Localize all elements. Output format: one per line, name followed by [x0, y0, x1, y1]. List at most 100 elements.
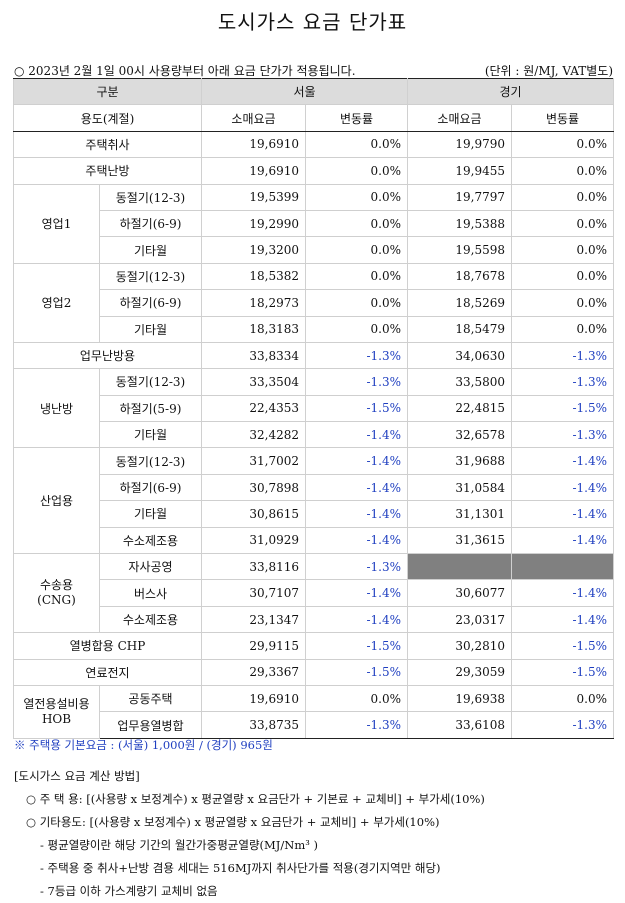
- seoul-change: 0.0%: [305, 684, 408, 713]
- usage-label: 주택난방: [13, 157, 202, 185]
- seoul-price: 29,9115: [201, 632, 306, 660]
- table-row: 하절기(6-9) 19,2990 0.0% 19,5388 0.0%: [14, 209, 614, 238]
- page-title: 도시가스 요금 단가표: [217, 10, 408, 34]
- season-label: 하절기(5-9): [99, 394, 202, 423]
- seoul-change: 0.0%: [305, 289, 408, 317]
- usage-group-label-line2: (CNG): [37, 593, 76, 608]
- seoul-change: -1.3%: [305, 711, 408, 739]
- gyeonggi-price: 33,6108: [407, 711, 512, 739]
- table-row: 영업2 동절기(12-3) 18,5382 0.0% 18,7678 0.0%: [13, 262, 614, 343]
- seoul-change: -1.5%: [305, 632, 408, 660]
- seoul-change: -1.4%: [305, 605, 408, 634]
- usage-group-label: 영업1: [13, 183, 100, 264]
- gyeonggi-change: -1.4%: [511, 579, 614, 607]
- season-label: 기타월: [99, 315, 202, 343]
- gyeonggi-change-blank: [511, 553, 614, 581]
- usage-group-label: 냉난방: [13, 368, 100, 449]
- gyeonggi-price: 19,5388: [407, 209, 512, 238]
- seoul-price: 30,7107: [201, 579, 306, 607]
- table-row: 업무용열병합 33,8735 -1.3% 33,6108 -1.3%: [14, 711, 614, 739]
- table-row: 하절기(6-9) 30,7898 -1.4% 31,0584 -1.4%: [14, 473, 614, 502]
- gyeonggi-change: 0.0%: [511, 262, 614, 291]
- gyeonggi-price: 34,0630: [407, 341, 512, 370]
- usage-group-label-line2: HOB: [41, 711, 72, 726]
- season-label: 하절기(6-9): [99, 473, 202, 502]
- seoul-price: 33,8334: [201, 341, 306, 370]
- gyeonggi-price: 18,7678: [407, 262, 512, 291]
- header-gyeonggi: 경기: [407, 77, 614, 106]
- season-label: 기타월: [99, 236, 202, 264]
- season-label: 동절기(12-3): [99, 368, 202, 396]
- seoul-change: 0.0%: [305, 236, 408, 264]
- unit-note: (단위 : 원/MJ, VAT별도): [484, 64, 613, 78]
- season-label: 하절기(6-9): [99, 289, 202, 317]
- method-heading: [도시가스 요금 계산 방법]: [14, 769, 140, 783]
- header-row-columns: 용도(계절) 소매요금 변동률 소매요금 변동률: [13, 104, 614, 132]
- seoul-price: 32,4282: [201, 421, 306, 449]
- method-note-average-heat: - 평균열량이란 해당 기간의 월간가중평균열량(MJ/Nm³ ): [40, 838, 318, 852]
- rate-table: 구분 서울 경기 용도(계절) 소매요금 변동률 소매요금 변동률 주택취사 1…: [13, 77, 614, 739]
- seoul-price: 18,2973: [201, 289, 306, 317]
- seoul-change: -1.4%: [305, 421, 408, 449]
- table-row: 수송용 (CNG) 자사공영 33,8116 -1.3%: [13, 553, 614, 634]
- seoul-change: -1.4%: [305, 579, 408, 607]
- gyeonggi-price: 18,5269: [407, 289, 512, 317]
- gyeonggi-change: -1.5%: [511, 394, 614, 423]
- seoul-change: 0.0%: [305, 157, 408, 185]
- seoul-price: 19,2990: [201, 209, 306, 238]
- season-label: 공동주택: [99, 684, 202, 713]
- season-label: 기타월: [99, 421, 202, 449]
- header-gyeonggi-change: 변동률: [511, 104, 614, 132]
- gyeonggi-change: -1.5%: [511, 632, 614, 660]
- seoul-price: 19,6910: [201, 130, 306, 159]
- seoul-price: 22,4353: [201, 394, 306, 423]
- gyeonggi-price: 31,1301: [407, 500, 512, 528]
- seoul-price: 18,3183: [201, 315, 306, 343]
- seoul-change: -1.4%: [305, 500, 408, 528]
- header-category: 구분: [13, 77, 202, 106]
- gyeonggi-change: -1.4%: [511, 526, 614, 555]
- table-row: 기타월 32,4282 -1.4% 32,6578 -1.3%: [14, 421, 614, 449]
- season-label: 하절기(6-9): [99, 209, 202, 238]
- table-row: 주택난방 19,6910 0.0% 19,9455 0.0%: [13, 157, 614, 185]
- seoul-price: 19,5399: [201, 183, 306, 211]
- seoul-change: -1.5%: [305, 394, 408, 423]
- gyeonggi-change: 0.0%: [511, 130, 614, 159]
- seoul-price: 31,0929: [201, 526, 306, 555]
- usage-label: 업무난방용: [13, 341, 202, 370]
- header-usage: 용도(계절): [13, 104, 202, 132]
- gyeonggi-change: 0.0%: [511, 684, 614, 713]
- table-row: 열병합용 CHP 29,9115 -1.5% 30,2810 -1.5%: [13, 632, 614, 660]
- season-label: 기타월: [99, 500, 202, 528]
- gyeonggi-change: 0.0%: [511, 289, 614, 317]
- gyeonggi-change: 0.0%: [511, 209, 614, 238]
- usage-group-label: 산업용: [13, 447, 100, 555]
- seoul-change: -1.5%: [305, 658, 408, 686]
- seoul-change: -1.4%: [305, 526, 408, 555]
- seoul-price: 30,7898: [201, 473, 306, 502]
- gyeonggi-price: 30,2810: [407, 632, 512, 660]
- header-gyeonggi-retail: 소매요금: [407, 104, 512, 132]
- gyeonggi-change: -1.4%: [511, 605, 614, 634]
- usage-group-label-line1: 열전용설비용: [23, 696, 90, 711]
- table-row: 주택취사 19,6910 0.0% 19,9790 0.0%: [13, 130, 614, 159]
- seoul-change: -1.4%: [305, 473, 408, 502]
- table-row: 하절기(6-9) 18,2973 0.0% 18,5269 0.0%: [14, 289, 614, 317]
- season-label: 동절기(12-3): [99, 447, 202, 475]
- seoul-change: 0.0%: [305, 262, 408, 291]
- method-residential: ○ 주 택 용: [(사용량 x 보정계수) x 평균열량 x 요금단가 + 기…: [26, 792, 485, 806]
- gyeonggi-change: 0.0%: [511, 157, 614, 185]
- season-label: 동절기(12-3): [99, 262, 202, 291]
- gyeonggi-change: -1.4%: [511, 447, 614, 475]
- gyeonggi-price: 19,5598: [407, 236, 512, 264]
- gyeonggi-price: 31,9688: [407, 447, 512, 475]
- seoul-change: 0.0%: [305, 315, 408, 343]
- seoul-change: 0.0%: [305, 130, 408, 159]
- header-seoul: 서울: [201, 77, 408, 106]
- usage-label: 연료전지: [13, 658, 202, 686]
- gyeonggi-price: 32,6578: [407, 421, 512, 449]
- gyeonggi-change: -1.3%: [511, 421, 614, 449]
- usage-group-label: 열전용설비용 HOB: [13, 684, 100, 739]
- gyeonggi-change: 0.0%: [511, 236, 614, 264]
- usage-label: 열병합용 CHP: [13, 632, 202, 660]
